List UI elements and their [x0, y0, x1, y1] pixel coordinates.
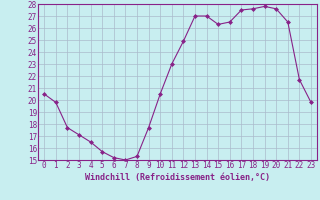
X-axis label: Windchill (Refroidissement éolien,°C): Windchill (Refroidissement éolien,°C) [85, 173, 270, 182]
